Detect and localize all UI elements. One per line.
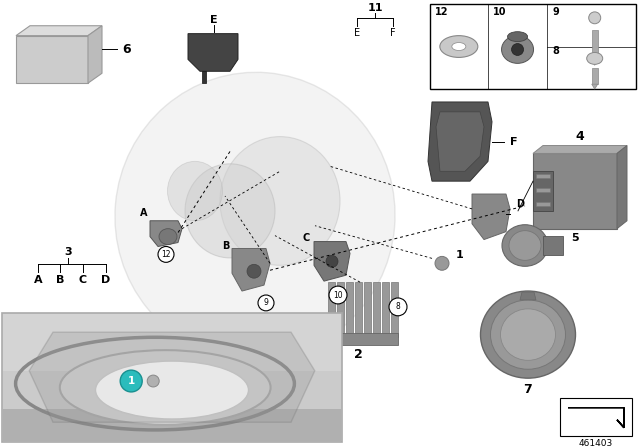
Ellipse shape [589,12,601,24]
Bar [364,282,371,336]
Polygon shape [16,36,88,83]
Bar [533,154,617,228]
Text: 7: 7 [524,383,532,396]
Text: 1: 1 [127,376,135,386]
Text: D: D [101,275,111,285]
Text: C: C [302,233,310,242]
Ellipse shape [185,164,275,258]
Text: 8: 8 [552,47,559,56]
Text: 8: 8 [396,302,401,311]
Polygon shape [88,26,102,83]
Text: A: A [34,275,42,285]
Bar [543,236,563,255]
Bar [382,282,389,336]
Circle shape [120,370,142,392]
Bar [346,282,353,336]
Polygon shape [16,26,102,36]
Polygon shape [592,84,598,89]
Ellipse shape [508,32,527,42]
Bar [2,313,342,442]
Circle shape [258,295,274,311]
Circle shape [147,375,159,387]
Bar [430,4,636,89]
Ellipse shape [60,350,271,425]
Polygon shape [533,146,627,154]
Ellipse shape [168,161,223,221]
Bar [326,332,398,345]
Text: 461403: 461403 [579,439,613,448]
Polygon shape [150,221,182,246]
Polygon shape [188,34,238,71]
Polygon shape [592,60,598,65]
Text: 12: 12 [435,7,449,17]
Text: 12: 12 [161,250,171,259]
Ellipse shape [509,231,541,260]
Polygon shape [436,112,484,171]
Polygon shape [428,102,492,181]
Text: 6: 6 [123,43,131,56]
Bar [3,314,341,440]
Text: C: C [79,275,87,285]
Polygon shape [3,314,341,371]
Bar [391,282,398,336]
Circle shape [329,286,347,304]
Text: 1: 1 [456,250,464,260]
Bar [373,282,380,336]
Text: B: B [56,275,64,285]
Bar [536,202,550,206]
Text: F: F [390,28,396,38]
Ellipse shape [440,36,478,57]
Text: B: B [222,241,230,250]
Ellipse shape [326,255,338,267]
Bar [592,68,598,84]
Ellipse shape [220,137,340,265]
Text: E: E [354,28,360,38]
Polygon shape [617,146,627,228]
Text: 9: 9 [552,7,559,17]
Polygon shape [202,71,206,83]
Text: D: D [516,199,524,209]
Ellipse shape [452,43,466,51]
Bar [536,174,550,178]
Bar [560,398,632,435]
Text: 9: 9 [264,298,268,307]
Bar [533,171,553,211]
Ellipse shape [490,300,566,369]
Bar [536,188,550,192]
Text: E: E [210,15,218,25]
Ellipse shape [502,36,534,63]
Polygon shape [3,409,341,440]
Ellipse shape [502,225,548,266]
Ellipse shape [511,43,524,56]
Text: 5: 5 [571,233,579,242]
Bar [592,30,598,60]
Text: 10: 10 [333,290,343,300]
Polygon shape [472,194,510,240]
Ellipse shape [481,291,575,378]
Text: 11: 11 [367,3,383,13]
Ellipse shape [435,256,449,270]
Text: 10: 10 [493,7,506,17]
Text: 2: 2 [354,348,362,361]
Bar [328,282,335,336]
Circle shape [389,298,407,316]
Bar [355,282,362,336]
Ellipse shape [95,361,248,419]
Text: A: A [140,208,148,218]
Polygon shape [520,292,536,300]
Text: F: F [510,137,518,146]
Text: 4: 4 [575,130,584,143]
Ellipse shape [159,228,177,245]
Bar [337,282,344,336]
Polygon shape [29,332,315,422]
Ellipse shape [587,52,603,65]
Polygon shape [232,249,270,291]
Ellipse shape [247,264,261,278]
Polygon shape [314,241,350,281]
Ellipse shape [115,72,395,359]
Text: 3: 3 [64,247,72,258]
Ellipse shape [500,309,556,360]
Circle shape [158,246,174,263]
